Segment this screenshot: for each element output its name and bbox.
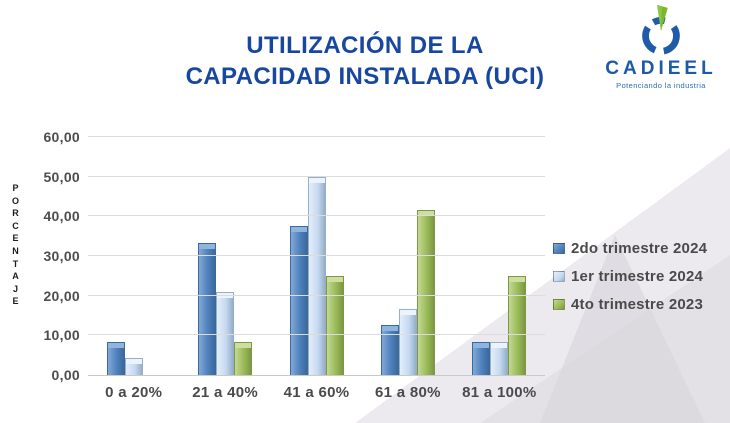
y-axis-title-letter: E (12, 296, 19, 307)
bar-4to-trimestre-2023-41-a-60- (325, 275, 344, 375)
y-axis-ticks: 0,00 10,00 20,00 30,00 40,00 50,00 60,00 (0, 129, 80, 383)
bar-group-41-a-60- (271, 137, 362, 375)
logo-tagline: Potenciando la industria (616, 81, 706, 90)
gridline (88, 255, 545, 256)
chart-title-line2: CAPACIDAD INSTALADA (UCI) (185, 63, 545, 90)
y-axis-title-letter: R (12, 208, 19, 219)
cadieel-logo: CADIEEL Potenciando la industria (598, 4, 724, 90)
bar-4to-trimestre-2023-81-a-100- (508, 275, 527, 375)
bar-1er-trimestre-2024-21-a-40- (216, 292, 235, 375)
legend-item-1er-trimestre-2024: 1er trimestre 2024 (553, 262, 707, 290)
legend-marker-icon (553, 270, 565, 282)
x-tick-label-0-a-20-: 0 a 20% (105, 384, 163, 401)
chart-title-line1: UTILIZACIÓN DE LA (246, 32, 484, 59)
x-tick-label-21-a-40-: 21 a 40% (192, 384, 258, 401)
bar-group-61-a-80- (362, 137, 453, 375)
bar-group-21-a-40- (179, 137, 270, 375)
legend-marker-icon (553, 298, 565, 310)
y-axis-title-letter: E (12, 233, 19, 244)
y-tick-label: 60,00 (43, 129, 80, 145)
y-axis-title-letter: C (12, 220, 19, 231)
bar-2do-trimestre-2024-61-a-80- (380, 325, 399, 375)
bar-4to-trimestre-2023-61-a-80- (416, 209, 435, 375)
bar-2do-trimestre-2024-21-a-40- (198, 242, 217, 375)
y-axis-title-letter: P (12, 183, 19, 193)
y-tick-label: 40,00 (43, 208, 80, 225)
legend-label: 2do trimestre 2024 (571, 239, 708, 257)
y-axis-title-letter: J (13, 283, 19, 294)
bar-1er-trimestre-2024-41-a-60- (307, 176, 326, 375)
bar-group-0-a-20- (88, 137, 179, 375)
gridline (88, 175, 545, 177)
legend-marker-icon (553, 242, 565, 254)
legend-item-4to-trimestre-2023: 4to trimestre 2023 (553, 290, 707, 318)
bar-2do-trimestre-2024-81-a-100- (472, 341, 491, 375)
y-tick-label: 50,00 (43, 168, 80, 185)
y-tick-label: 0,00 (51, 367, 80, 383)
legend: 2do trimestre 2024 1er trimestre 2024 4to … (553, 234, 707, 318)
chart-title: UTILIZACIÓN DE LA CAPACIDAD INSTALADA (U… (140, 30, 590, 92)
y-tick-label: 20,00 (43, 287, 80, 304)
bar-2do-trimestre-2024-0-a-20- (106, 341, 125, 375)
logo-swirl-icon (642, 4, 680, 55)
gridline (88, 294, 545, 296)
bar-2do-trimestre-2024-41-a-60- (289, 226, 308, 375)
gridline (88, 136, 545, 137)
y-axis-title-letter: T (12, 258, 19, 269)
bar-1er-trimestre-2024-81-a-100- (490, 341, 509, 375)
bar-1er-trimestre-2024-0-a-20- (124, 358, 143, 375)
y-axis-title-letter: O (12, 195, 20, 206)
bar-4to-trimestre-2023-21-a-40- (234, 341, 253, 375)
y-tick-label: 30,00 (43, 248, 80, 264)
x-axis-ticks: 0 a 20% 21 a 40% 41 a 60% 61 a 80% 81 a 100% (88, 384, 545, 401)
x-tick-label-81-a-100-: 81 a 100% (462, 384, 537, 401)
legend-item-2do-trimestre-2024: 2do trimestre 2024 (553, 234, 707, 262)
logo-wordmark: CADIEEL (605, 58, 717, 79)
legend-label: 1er trimestre 2024 (571, 267, 704, 285)
y-tick-label: 10,00 (43, 327, 80, 344)
bar-group-81-a-100- (454, 137, 545, 375)
plot-area (88, 136, 545, 376)
bar-1er-trimestre-2024-61-a-80- (398, 308, 417, 375)
x-tick-label-61-a-80-: 61 a 80% (375, 384, 441, 401)
y-axis-title-letter: N (12, 245, 19, 256)
x-tick-label-41-a-60-: 41 a 60% (283, 384, 350, 401)
gridline (88, 334, 545, 336)
y-axis-title-letter: A (12, 271, 19, 282)
legend-label: 4to trimestre 2023 (571, 295, 704, 313)
gridline (88, 215, 545, 217)
